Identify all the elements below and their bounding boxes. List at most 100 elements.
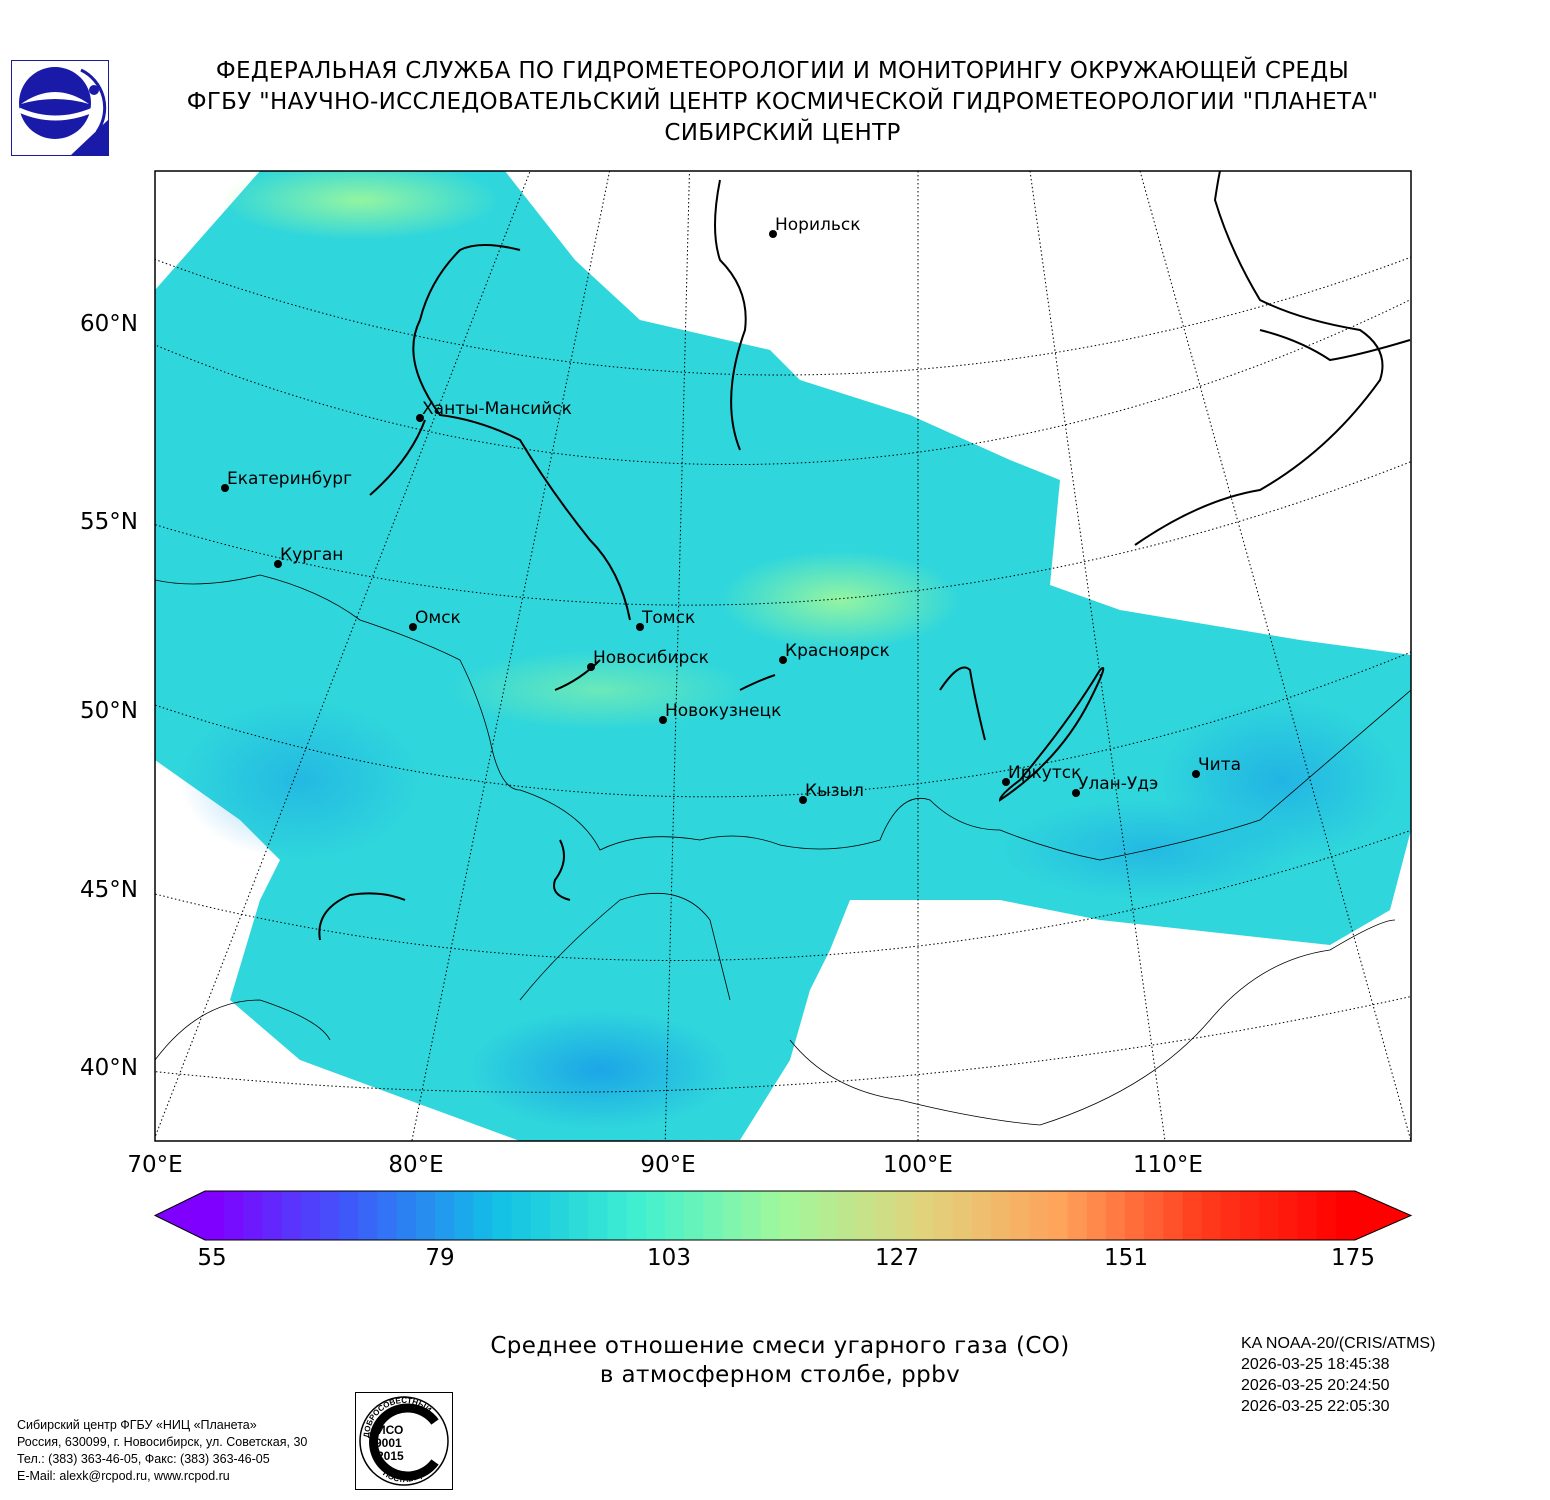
- colorbar-segment: [780, 1191, 800, 1240]
- city-marker: [221, 484, 229, 492]
- city-marker: [799, 796, 807, 804]
- lon-label-90: 90°E: [640, 1152, 696, 1178]
- colorbar-segment: [415, 1191, 436, 1240]
- iso-9001-badge: ДОБРОСОВЕСТНЫЙ ПОСТАВЩИК ИСО 9001 -2015: [355, 1392, 453, 1490]
- header-line-3: СИБИРСКИЙ ЦЕНТР: [664, 120, 901, 146]
- colorbar-segment: [722, 1191, 743, 1240]
- city-marker: [1072, 789, 1080, 797]
- colorbar-tick-151: 151: [1104, 1245, 1148, 1271]
- footer-line: Россия, 630099, г. Новосибирск, ул. Сове…: [17, 1435, 308, 1449]
- colorbar-segment: [1201, 1191, 1222, 1240]
- city-label: Омск: [415, 608, 461, 628]
- lon-label-70: 70°E: [127, 1152, 183, 1178]
- colorbar-segment: [588, 1191, 609, 1240]
- lat-label-40: 40°N: [80, 1055, 138, 1081]
- city-label: Томск: [641, 608, 695, 628]
- city-label: Екатеринбург: [227, 469, 352, 489]
- colorbar-segment: [971, 1191, 992, 1240]
- iso-text: ИСО: [377, 1423, 403, 1437]
- colorbar-segment: [243, 1191, 264, 1240]
- colorbar-segment: [1182, 1191, 1203, 1240]
- header: ФЕДЕРАЛЬНАЯ СЛУЖБА ПО ГИДРОМЕТЕОРОЛОГИИ …: [150, 56, 1415, 149]
- city-label: Иркутск: [1008, 763, 1081, 783]
- colorbar-segment: [684, 1191, 704, 1240]
- footer-line: E-Mail: alexk@rcpod.ru, www.rcpod.ru: [17, 1469, 230, 1483]
- city-marker: [769, 230, 777, 238]
- colorbar-segment: [703, 1191, 724, 1240]
- city-label: Ханты-Мансийск: [422, 399, 572, 419]
- colorbar-segment: [320, 1191, 340, 1240]
- colorbar-segment: [1125, 1191, 1145, 1240]
- colorbar-segment: [492, 1191, 513, 1240]
- colorbar-segment: [1067, 1191, 1088, 1240]
- colorbar-segment: [665, 1191, 685, 1240]
- colorbar-segment: [1029, 1191, 1049, 1240]
- colorbar-max-arrow: [1355, 1191, 1411, 1240]
- city-label: Улан-Удэ: [1078, 774, 1158, 794]
- lat-label-45: 45°N: [80, 877, 138, 903]
- footer-line: Сибирский центр ФГБУ «НИЦ «Планета»: [17, 1418, 257, 1432]
- lat-label-55: 55°N: [80, 509, 138, 535]
- caption-line-1: Среднее отношение смеси угарного газа (C…: [490, 1333, 1070, 1359]
- colorbar-segment: [530, 1191, 551, 1240]
- colorbar-min-arrow: [155, 1191, 205, 1240]
- colorbar-segment: [1240, 1191, 1260, 1240]
- colorbar-segment: [952, 1191, 973, 1240]
- city-marker: [1002, 778, 1010, 786]
- colorbar-segment: [799, 1191, 819, 1240]
- colorbar-segment: [626, 1191, 647, 1240]
- colorbar-tick-175: 175: [1331, 1245, 1375, 1271]
- colorbar-segment: [435, 1191, 455, 1240]
- colorbar-segment: [224, 1191, 244, 1240]
- colorbar-segment: [511, 1191, 532, 1240]
- city-marker: [587, 663, 595, 671]
- colorbar-segment: [990, 1191, 1011, 1240]
- city-label: Новосибирск: [593, 648, 709, 668]
- city-marker: [779, 656, 787, 664]
- pass-time: 2026-03-25 18:45:38: [1241, 1356, 1390, 1373]
- city-marker: [409, 623, 417, 631]
- colorbar-tick-103: 103: [647, 1245, 691, 1271]
- colorbar-segment: [1048, 1191, 1069, 1240]
- lon-label-80: 80°E: [388, 1152, 444, 1178]
- colorbar-segment: [760, 1191, 781, 1240]
- colorbar-segment: [377, 1191, 398, 1240]
- header-line-2: ФГБУ "НАУЧНО-ИССЛЕДОВАТЕЛЬСКИЙ ЦЕНТР КОС…: [186, 89, 1379, 115]
- colorbar-tick-55: 55: [197, 1245, 227, 1271]
- colorbar-segment: [1278, 1191, 1299, 1240]
- city-label: Норильск: [775, 215, 861, 235]
- satellite-info: KA NOAA-20/(CRIS/ATMS) 2026-03-25 18:45:…: [1241, 1333, 1435, 1417]
- iso-year: -2015: [373, 1449, 404, 1463]
- city-label: Красноярск: [785, 641, 890, 661]
- city-marker: [416, 414, 424, 422]
- lat-label-60: 60°N: [80, 311, 138, 337]
- map-caption: Среднее отношение смеси угарного газа (C…: [380, 1332, 1180, 1390]
- colorbar-segment: [875, 1191, 896, 1240]
- colorbar-segment: [1144, 1191, 1164, 1240]
- colorbar-segment: [281, 1191, 302, 1240]
- colorbar-segment: [856, 1191, 877, 1240]
- colorbar-segment: [339, 1191, 359, 1240]
- colorbar-segment: [569, 1191, 589, 1240]
- lat-label-50: 50°N: [80, 698, 138, 724]
- iso-number: 9001: [375, 1436, 402, 1450]
- pass-time: 2026-03-25 22:05:30: [1241, 1398, 1390, 1415]
- colorbar-segment: [741, 1191, 762, 1240]
- caption-line-2: в атмосферном столбе, ppbv: [599, 1362, 961, 1388]
- lon-label-110: 110°E: [1133, 1152, 1203, 1178]
- colorbar-tick-79: 79: [425, 1245, 455, 1271]
- colorbar-segment: [454, 1191, 474, 1240]
- city-marker: [636, 623, 644, 631]
- colorbar-segment: [1316, 1191, 1337, 1240]
- footer-line: Тел.: (383) 363-46-05, Факс: (383) 363-4…: [17, 1452, 270, 1466]
- city-label: Новокузнецк: [665, 701, 781, 721]
- colorbar-segment: [262, 1191, 283, 1240]
- colorbar-tick-127: 127: [875, 1245, 919, 1271]
- city-label: Чита: [1198, 755, 1241, 775]
- colorbar-segment: [396, 1191, 417, 1240]
- colorbar-segment: [914, 1191, 934, 1240]
- colorbar-segment: [1086, 1191, 1107, 1240]
- pass-time: 2026-03-25 20:24:50: [1241, 1377, 1390, 1394]
- colorbar-segment: [473, 1191, 494, 1240]
